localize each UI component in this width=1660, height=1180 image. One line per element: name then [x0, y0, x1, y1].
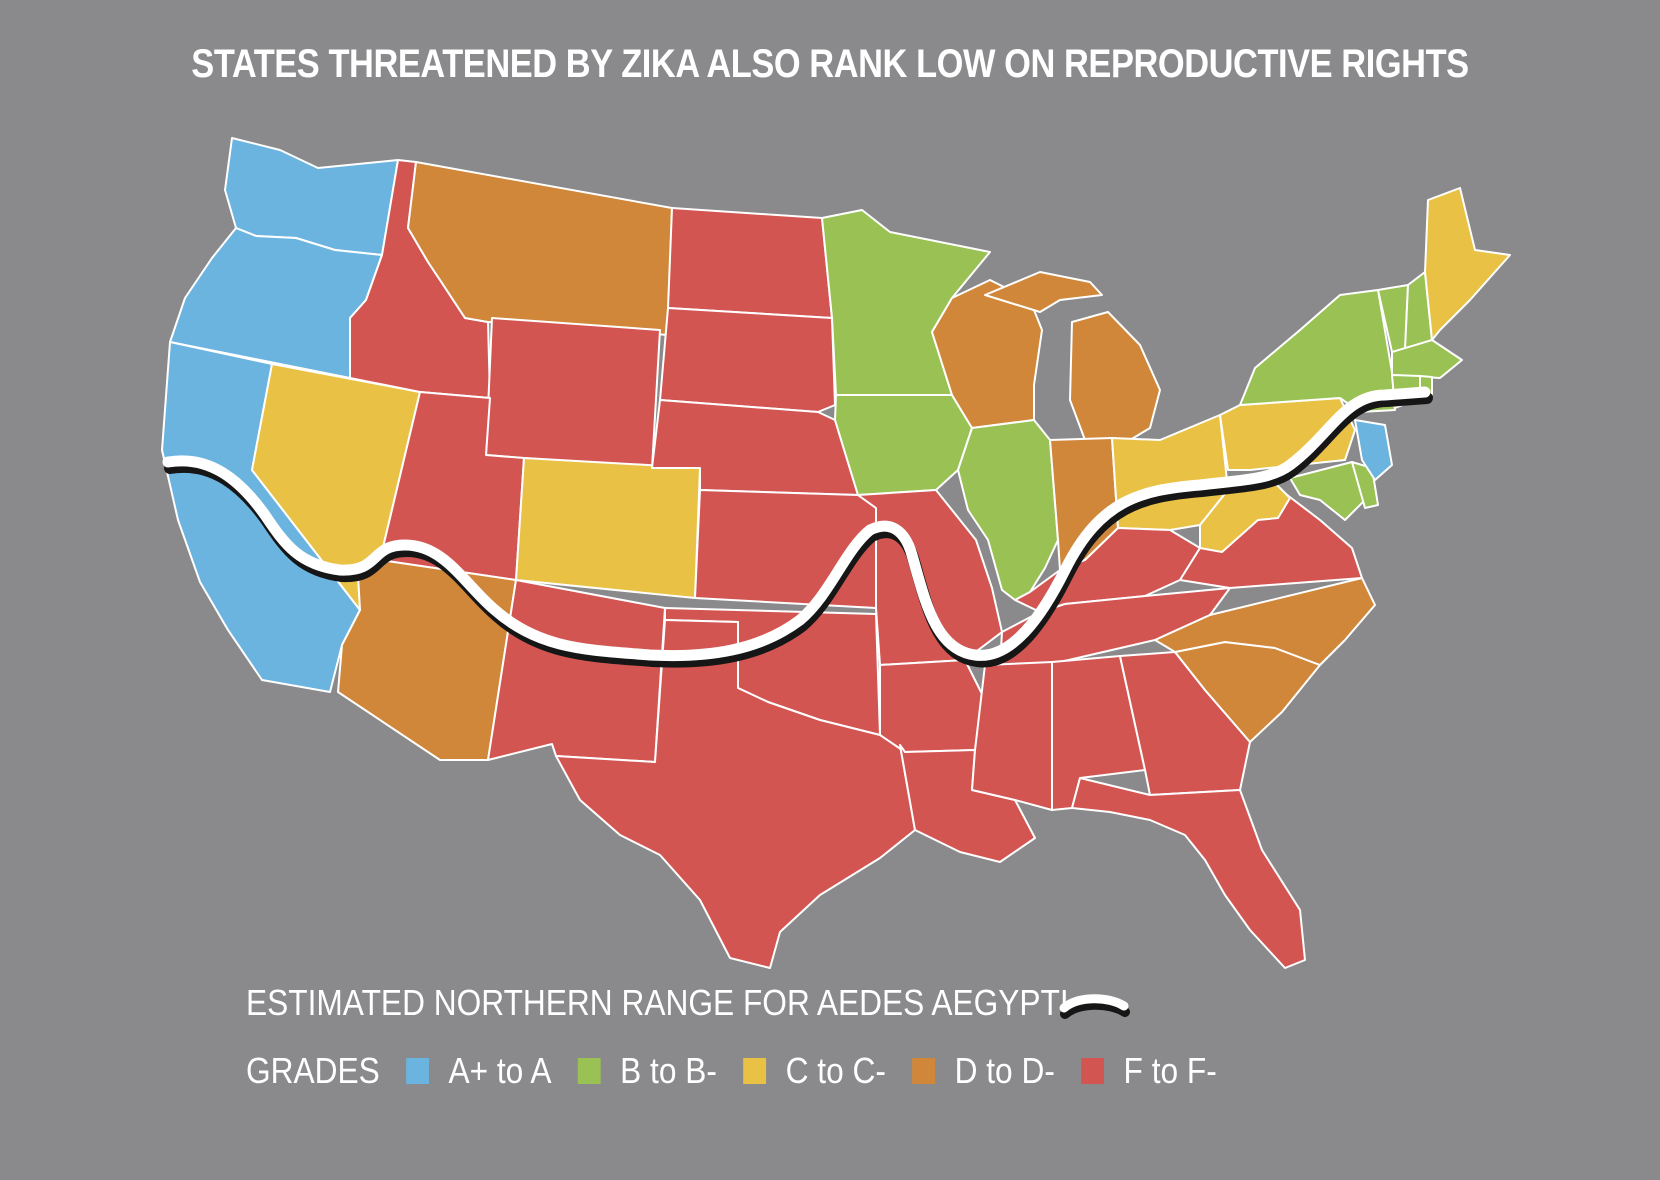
states-group: [161, 137, 1511, 969]
swatch-b: [577, 1058, 601, 1084]
state-colorado: [515, 457, 701, 599]
state-new-jersey: [1354, 419, 1393, 481]
legend-item-d: D to D-: [912, 1050, 1055, 1092]
state-florida: [1071, 777, 1306, 969]
state-north-dakota: [667, 207, 833, 319]
legend-item-a: A+ to A: [406, 1050, 551, 1092]
legend-label-b: B to B-: [620, 1050, 717, 1091]
state-wisconsin: [931, 279, 1043, 429]
legend-item-c: C to C-: [743, 1050, 886, 1092]
swatch-a: [406, 1058, 430, 1084]
grades-label: GRADES: [246, 1050, 380, 1091]
legend-range-label: ESTIMATED NORTHERN RANGE FOR AEDES AEGYP…: [246, 982, 1069, 1023]
swatch-d: [912, 1058, 936, 1084]
legend-label-f: F to F-: [1123, 1050, 1217, 1091]
map-title: STATES THREATENED BY ZIKA ALSO RANK LOW …: [191, 42, 1469, 86]
swatch-f: [1081, 1058, 1105, 1084]
legend-label-c: C to C-: [785, 1050, 886, 1091]
legend-item-f: F to F-: [1081, 1050, 1217, 1092]
state-iowa: [834, 394, 973, 496]
grades-legend: GRADES A+ to A B to B- C to C- D to D- F…: [246, 1050, 1243, 1092]
state-arkansas: [879, 659, 986, 753]
legend-item-b: B to B-: [577, 1050, 717, 1092]
legend-label-d: D to D-: [954, 1050, 1055, 1091]
state-arizona: [337, 559, 517, 761]
state-massachusetts: [1391, 339, 1463, 379]
state-michigan-upper: [984, 271, 1103, 313]
state-wyoming: [485, 317, 661, 469]
state-new-mexico: [487, 579, 666, 763]
state-maine: [1424, 187, 1511, 341]
state-texas: [555, 619, 916, 969]
state-north-carolina: [1154, 577, 1376, 666]
legend-label-a: A+ to A: [448, 1050, 552, 1091]
state-south-dakota: [659, 307, 836, 413]
range-line-icon: [1059, 994, 1130, 1019]
state-mississippi: [971, 661, 1053, 811]
aedes-range-line: [162, 386, 1431, 662]
swatch-c: [743, 1058, 767, 1084]
state-michigan: [1069, 311, 1161, 441]
